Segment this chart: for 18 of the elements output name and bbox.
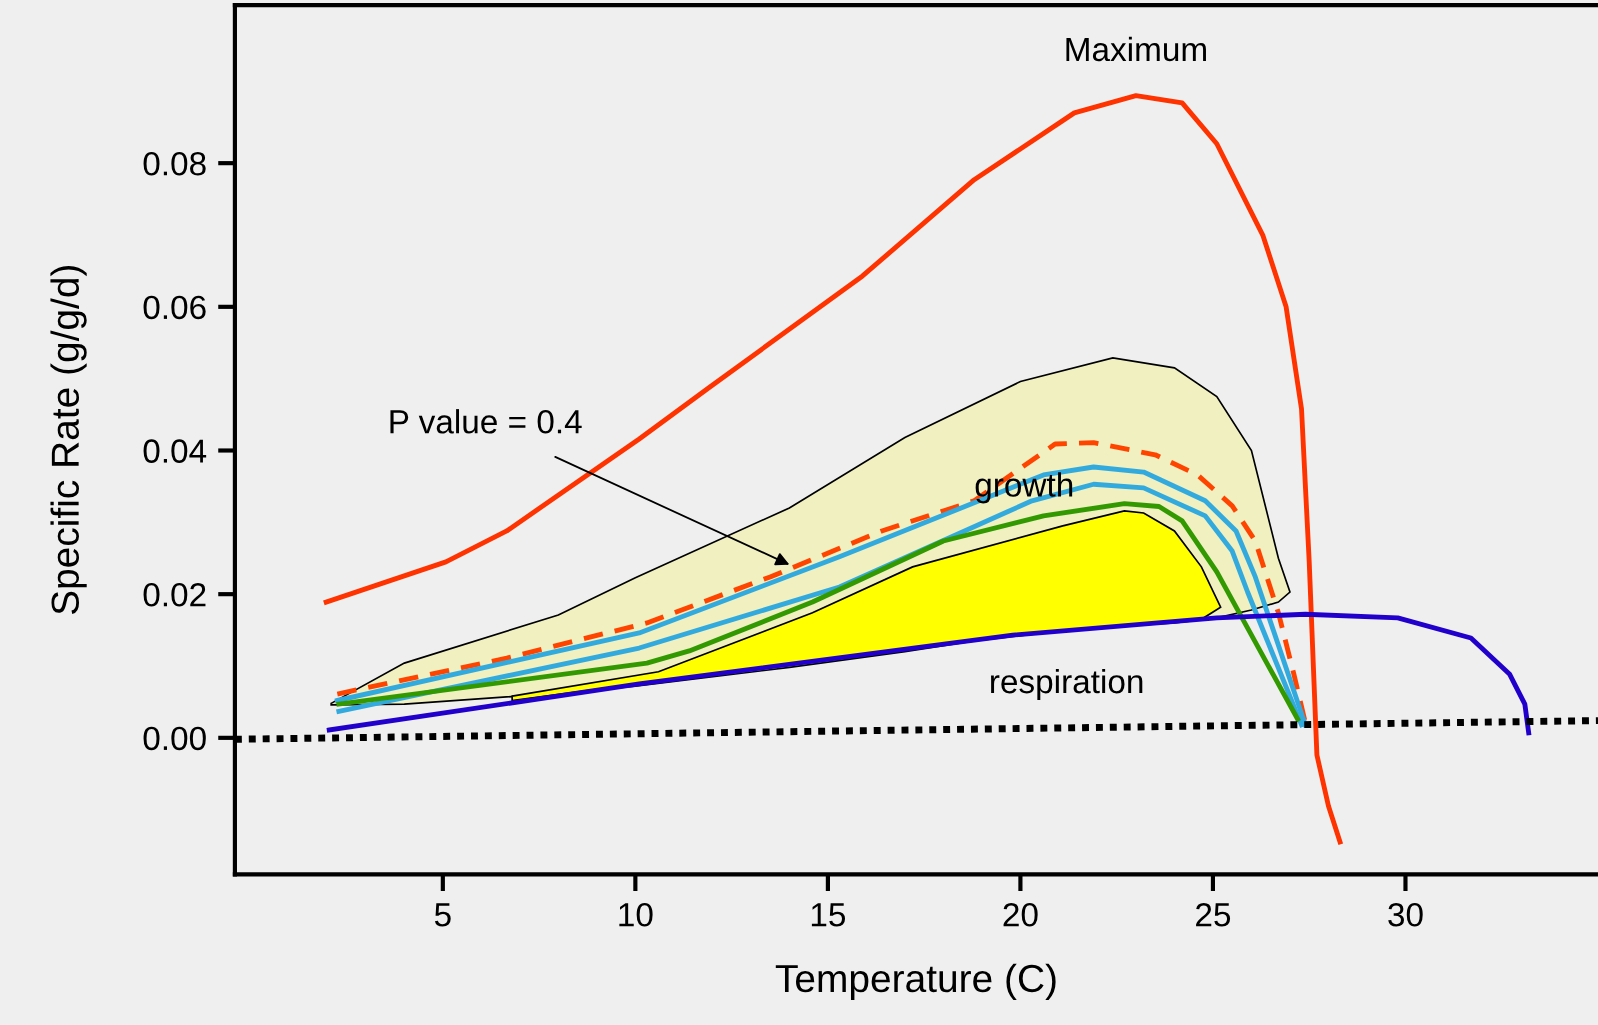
- x-axis-title: Temperature (C): [775, 963, 1056, 1000]
- x-tick-label: 30: [1388, 902, 1423, 927]
- y-axis-title: Specific Rate (g/g/d): [50, 265, 87, 615]
- x-tick-label: 5: [434, 903, 451, 927]
- y-tick-label: 0.00: [143, 726, 206, 751]
- y-tick-label: 0.04: [143, 439, 207, 463]
- y-tick-label: 0.02: [143, 582, 206, 607]
- line-series: [326, 611, 1532, 736]
- x-tick-label: 20: [1003, 902, 1038, 927]
- x-tick-label: 25: [1196, 902, 1231, 927]
- x-tick-label: 10: [619, 902, 653, 927]
- y-tick-label: 0.08: [143, 151, 206, 176]
- annotation: Maximum: [1066, 36, 1206, 62]
- annotation: respiration: [991, 668, 1143, 700]
- x-tick-label: 15: [811, 903, 846, 927]
- annotation: P value = 0.4: [390, 409, 582, 434]
- line-series: [323, 93, 1343, 845]
- y-tick-label: 0.06: [143, 295, 206, 320]
